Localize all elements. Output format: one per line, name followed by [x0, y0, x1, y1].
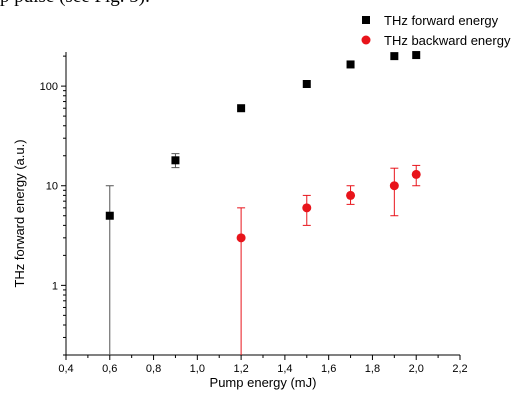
- x-tick-label: 0,8: [146, 363, 161, 375]
- data-point-backward: [236, 233, 246, 243]
- x-tick-label: 0,4: [58, 363, 73, 375]
- data-point-backward: [389, 181, 399, 191]
- data-point-forward: [390, 52, 399, 61]
- x-tick-label: 2,0: [409, 363, 424, 375]
- markers-layer: [105, 51, 421, 243]
- legend-label: THz backward energy: [384, 33, 511, 48]
- x-tick-label: 1,6: [321, 363, 336, 375]
- legend-marker-backward: [361, 35, 371, 45]
- x-tick-label: 1,0: [190, 363, 205, 375]
- legend-label: THz forward energy: [384, 13, 499, 28]
- y-axis-title: THz forward energy (a.u.): [12, 139, 27, 287]
- y-tick-label: 1: [52, 280, 58, 292]
- x-tick-label: 1,8: [365, 363, 380, 375]
- data-point-forward: [171, 156, 180, 165]
- data-point-backward: [302, 203, 312, 213]
- x-tick-label: 0,6: [102, 363, 117, 375]
- x-tick-label: 2,2: [452, 363, 467, 375]
- y-tick-label: 100: [40, 81, 58, 93]
- data-point-forward: [412, 51, 421, 60]
- legend-marker-forward: [362, 16, 370, 24]
- cropped-caption-text: p pulse (see Fig. 5).: [0, 0, 150, 8]
- data-point-forward: [105, 211, 114, 220]
- data-point-forward: [237, 104, 246, 113]
- error-bars-layer: [105, 153, 421, 355]
- data-point-backward: [346, 190, 356, 200]
- x-axis-title: Pump energy (mJ): [210, 375, 317, 390]
- y-tick-label: 10: [46, 181, 58, 193]
- legend: THz forward energy THz backward energy: [361, 13, 511, 48]
- data-point-backward: [411, 169, 421, 179]
- x-tick-label: 1,4: [277, 363, 292, 375]
- data-point-forward: [346, 60, 355, 69]
- axes-layer: 0,4 0,6 0,8 1,0 1,2 1,4 1,6 1,8 2,0 2,2 1 10 100 Pump…: [12, 52, 468, 390]
- data-point-forward: [302, 80, 311, 89]
- x-tick-label: 1,2: [233, 363, 248, 375]
